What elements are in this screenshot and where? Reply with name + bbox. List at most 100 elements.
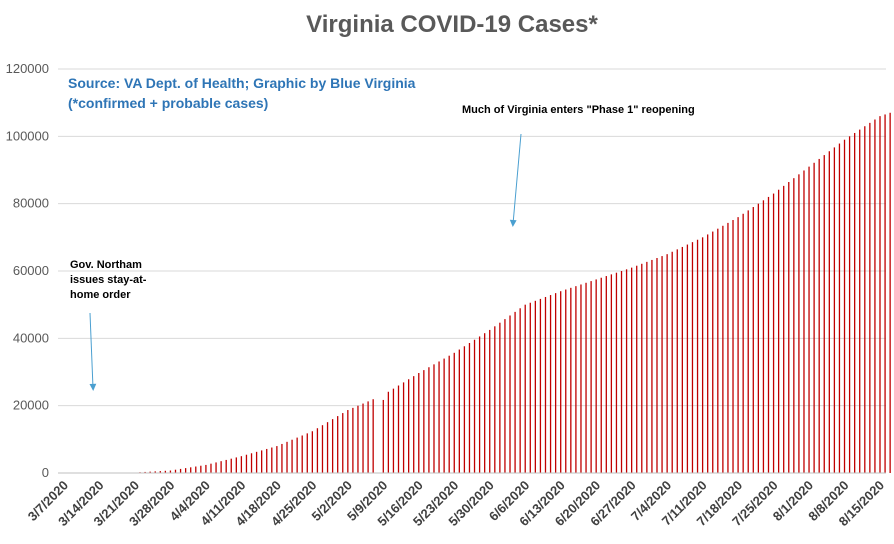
bar <box>625 269 628 473</box>
bar <box>215 462 217 473</box>
bar <box>509 315 511 473</box>
bar <box>154 471 156 473</box>
bar <box>281 443 283 473</box>
bar <box>149 471 151 473</box>
bar <box>255 451 258 473</box>
annotation-phase-1-line-1: Much of Virginia enters "Phase 1" reopen… <box>462 104 695 116</box>
bar <box>428 367 430 473</box>
bar <box>438 361 440 473</box>
bar <box>301 435 303 473</box>
bar <box>879 116 881 473</box>
bar <box>514 311 516 473</box>
bar <box>311 431 313 473</box>
bar <box>727 222 729 473</box>
bar <box>818 158 820 473</box>
bar <box>717 228 719 473</box>
bar <box>382 399 384 473</box>
bar <box>529 302 531 473</box>
y-axis-ticks: 0 20000 40000 60000 80000 100000 120000 <box>6 61 49 480</box>
source-note: Source: VA Dept. of Health; Graphic by B… <box>68 75 416 91</box>
bar <box>321 425 324 473</box>
bar <box>833 147 836 473</box>
x-axis-ticks: 3/7/20203/14/20203/21/20203/28/20204/4/2… <box>25 478 887 530</box>
bar <box>276 446 278 473</box>
bar <box>813 162 815 474</box>
bar <box>854 132 856 473</box>
bar <box>331 419 334 473</box>
bar <box>296 437 298 473</box>
bar <box>808 166 810 473</box>
annotation-stay-at-home-arrowhead <box>89 383 97 391</box>
bar <box>544 296 547 473</box>
bar <box>651 259 653 473</box>
bar <box>362 403 364 473</box>
bar <box>453 352 455 473</box>
bar <box>306 433 308 473</box>
annotation-stay-at-home-line-1: Gov. Northam <box>70 259 142 271</box>
bar <box>864 126 866 473</box>
bar <box>484 333 486 473</box>
bar <box>620 271 623 473</box>
bar <box>352 407 354 473</box>
bar <box>463 346 466 473</box>
bar <box>174 469 177 473</box>
bar <box>271 447 273 473</box>
bar <box>200 465 202 473</box>
bar <box>641 263 643 473</box>
bar <box>286 441 288 473</box>
bar <box>615 272 618 473</box>
bar <box>448 355 450 473</box>
bar <box>458 349 460 473</box>
y-tick-label: 80000 <box>13 196 49 211</box>
bar <box>767 196 770 473</box>
bar <box>701 237 704 473</box>
bar <box>504 319 506 473</box>
bars <box>63 112 891 474</box>
annotation-stay-at-home-line-2: issues stay-at- <box>70 274 147 286</box>
y-tick-label: 120000 <box>6 61 49 76</box>
bar <box>772 193 775 473</box>
bar <box>575 286 577 473</box>
bar <box>489 329 491 473</box>
bar <box>473 339 476 473</box>
bar <box>560 291 562 473</box>
bar <box>397 385 400 473</box>
bar <box>823 155 825 473</box>
bar <box>413 376 415 473</box>
bar <box>190 467 192 473</box>
annotation-phase-1-arrowhead <box>509 219 517 227</box>
bar <box>539 298 542 473</box>
bar <box>210 463 212 473</box>
bar <box>261 450 263 473</box>
bar <box>468 343 471 473</box>
bar <box>828 151 830 474</box>
bar <box>342 413 344 473</box>
bar <box>220 461 222 473</box>
bar <box>494 326 496 473</box>
bar <box>235 457 237 473</box>
bar <box>387 391 390 473</box>
bar <box>367 401 369 473</box>
bar <box>250 453 253 473</box>
bar <box>357 405 359 473</box>
bar <box>661 256 663 473</box>
bar <box>737 217 739 473</box>
bar <box>590 281 592 473</box>
bar <box>392 388 395 473</box>
bar <box>656 258 658 473</box>
bar <box>565 289 567 473</box>
bar <box>478 336 481 473</box>
bar <box>722 225 724 473</box>
bar <box>402 382 405 473</box>
bar <box>179 468 182 473</box>
bar <box>605 276 607 473</box>
y-tick-label: 0 <box>42 465 49 480</box>
bar <box>408 379 410 473</box>
bar <box>884 114 886 473</box>
bar <box>144 471 146 473</box>
y-tick-label: 40000 <box>13 330 49 345</box>
bar <box>707 234 709 473</box>
bar <box>783 185 785 473</box>
